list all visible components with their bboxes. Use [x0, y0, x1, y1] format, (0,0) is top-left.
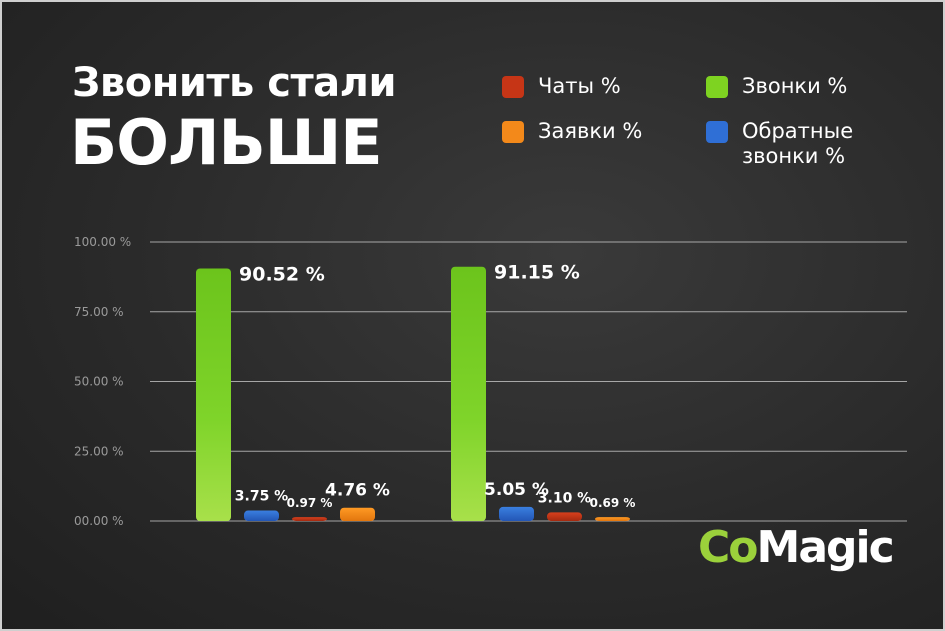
- legend-item-callbacks: Обратные звонки %: [706, 119, 882, 169]
- data-label-calls: 91.15 %: [494, 262, 580, 284]
- data-label-requests: 4.76 %: [325, 481, 390, 501]
- chart-title-line1: Звонить стали: [72, 60, 397, 106]
- legend-swatch-callbacks: [706, 121, 728, 143]
- legend-swatch-requests: [502, 121, 524, 143]
- legend-item-requests: Заявки %: [502, 119, 678, 144]
- comagic-logo: CoMagic: [698, 522, 895, 573]
- bar-chats: [547, 512, 582, 521]
- legend-label-calls: Звонки %: [742, 74, 848, 98]
- bar-requests: [595, 517, 630, 521]
- bar-calls: [196, 268, 231, 521]
- bar-callbacks: [499, 506, 534, 521]
- y-tick-label: 50.00 %: [74, 375, 124, 389]
- y-tick-label: 100.00 %: [74, 235, 131, 249]
- data-label-chats: 0.97 %: [287, 496, 333, 510]
- legend-label-callbacks: Обратные звонки %: [742, 119, 854, 168]
- bar-calls: [451, 266, 486, 521]
- logo-part-magic: Magic: [756, 522, 895, 573]
- logo-part-co: Co: [698, 522, 759, 573]
- bar-callbacks: [244, 510, 279, 521]
- legend-item-chats: Чаты %: [502, 74, 678, 99]
- legend-label-requests: Заявки %: [538, 119, 643, 143]
- legend-swatch-chats: [502, 76, 524, 98]
- legend-swatch-calls: [706, 76, 728, 98]
- y-tick-label: 25.00 %: [74, 444, 124, 458]
- chart-title-line2: БОЛЬШЕ: [70, 106, 383, 179]
- data-label-chats: 3.10 %: [538, 490, 591, 506]
- data-label-calls: 90.52 %: [239, 263, 325, 285]
- data-label-callbacks: 5.05 %: [484, 480, 549, 500]
- bar-requests: [340, 507, 375, 521]
- legend-item-calls: Звонки %: [706, 74, 882, 99]
- legend-label-chats: Чаты %: [538, 74, 621, 98]
- y-tick-label: 00.00 %: [74, 514, 124, 528]
- bar-chats: [292, 517, 327, 521]
- data-label-callbacks: 3.75 %: [235, 489, 288, 505]
- data-label-requests: 0.69 %: [590, 496, 636, 510]
- y-tick-label: 75.00 %: [74, 305, 124, 319]
